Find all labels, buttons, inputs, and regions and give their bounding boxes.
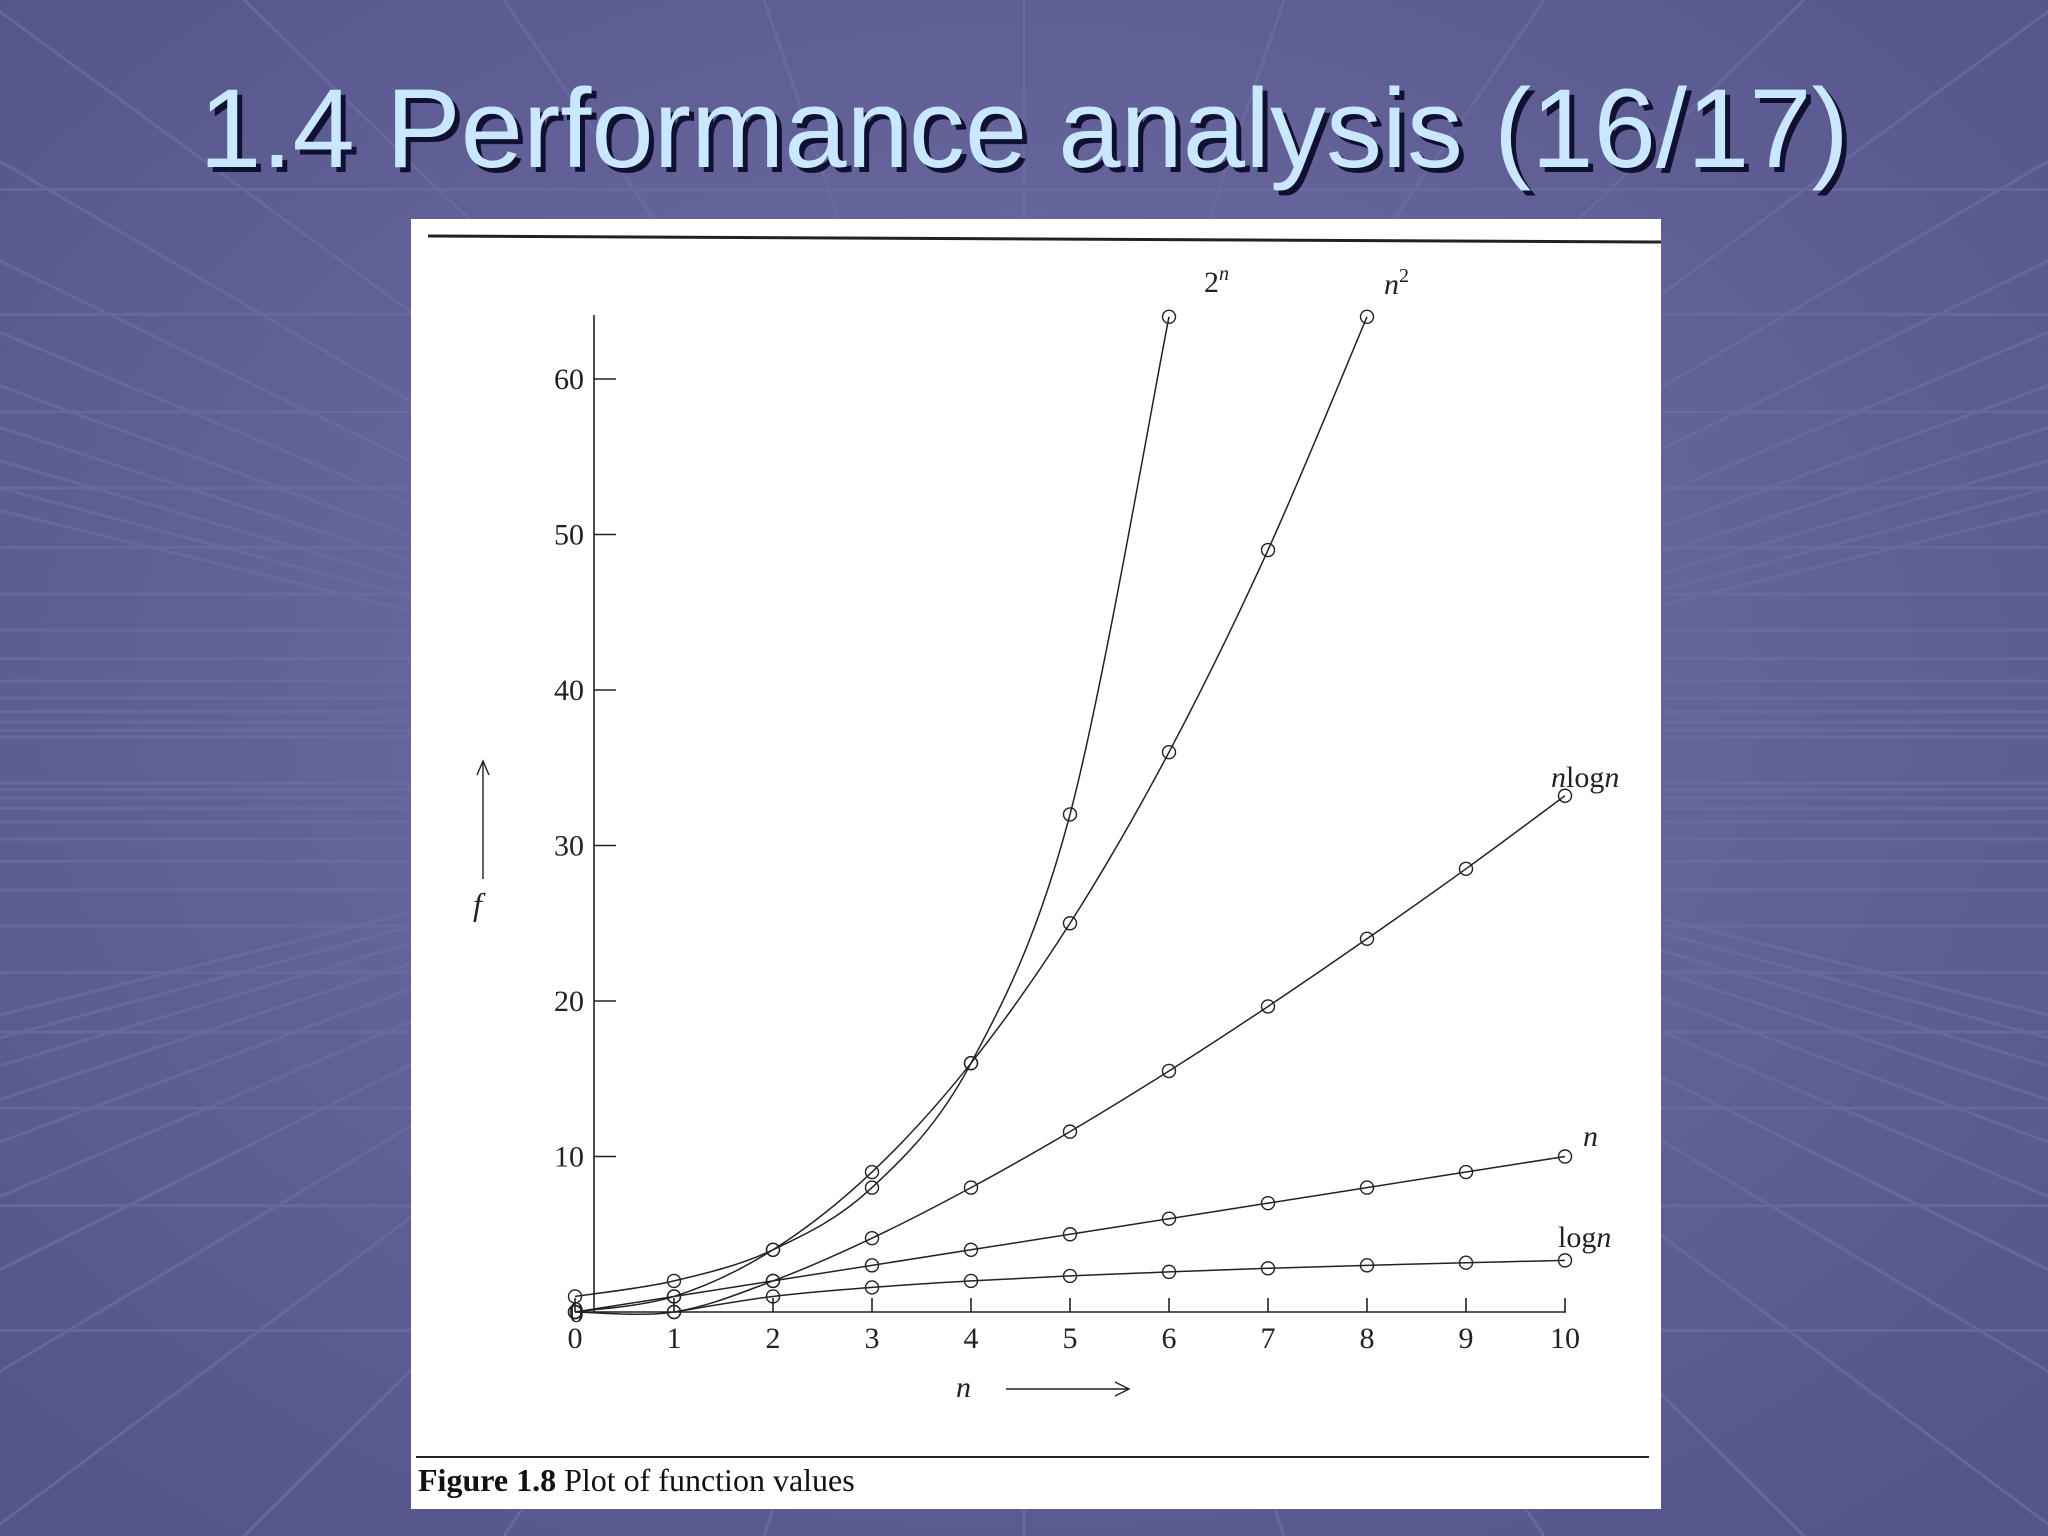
data-point-logn <box>765 1289 781 1304</box>
series-label-base: 2 <box>1204 266 1219 299</box>
caption-text: Plot of function values <box>564 1462 855 1498</box>
y-tick-label: 60 <box>554 363 584 396</box>
data-point-logn <box>864 1280 880 1295</box>
data-point-n-pow-2 <box>1260 542 1276 558</box>
data-point-n <box>1458 1164 1474 1180</box>
y-axis-label: f <box>473 886 486 922</box>
data-point-2-pow-n <box>567 1289 583 1304</box>
series-label-base: n <box>1583 1120 1598 1153</box>
data-point-n <box>1557 1149 1573 1164</box>
x-tick-label: 6 <box>1162 1322 1177 1355</box>
y-tick-label: 0 <box>569 1296 584 1329</box>
data-point-logn <box>1359 1258 1375 1273</box>
x-tick-label: 1 <box>667 1322 682 1355</box>
series-label-nlogn: nlogn <box>1551 761 1619 794</box>
x-tick-label: 9 <box>1459 1322 1474 1355</box>
data-point-2-pow-n <box>666 1273 682 1289</box>
data-point-n <box>765 1273 781 1289</box>
x-axis-arrowhead <box>1114 1381 1131 1397</box>
data-point-n-pow-2 <box>963 1056 979 1071</box>
data-point-logn <box>1260 1261 1276 1276</box>
figure-panel: 0 1 2 3 4 5 6 7 8 9 10 0 10 20 30 40 50 60 n f 2n n2 nlogn n log… <box>411 219 1661 1509</box>
series-label-part: n <box>1604 761 1619 794</box>
data-point-n-pow-2 <box>1161 745 1177 760</box>
x-tick-label: 10 <box>1550 1322 1580 1355</box>
series-layer <box>567 309 1573 1320</box>
x-tick-label: 2 <box>766 1322 781 1355</box>
slide-title: 1.4 Performance analysis (16/17) <box>199 66 1849 191</box>
data-point-n <box>1062 1227 1078 1242</box>
series-label-part: n <box>1596 1221 1611 1254</box>
x-tick-label: 5 <box>1063 1322 1078 1355</box>
data-point-n <box>1359 1180 1375 1195</box>
y-tick-label: 30 <box>554 830 584 863</box>
data-point-n <box>864 1258 880 1273</box>
series-label-sup: 2 <box>1399 265 1409 287</box>
figure-caption: Figure 1.8 Plot of function values <box>418 1462 855 1499</box>
data-point-2-pow-n <box>1062 807 1078 822</box>
series-label-base: n <box>1384 268 1399 301</box>
data-point-2-pow-n <box>864 1180 880 1195</box>
series-label-logn: logn <box>1558 1221 1611 1254</box>
series-label-n-pow-2: n2 <box>1384 265 1409 301</box>
data-point-nlogn <box>1458 861 1474 877</box>
figure-top-rule <box>427 234 1661 244</box>
data-point-logn <box>1557 1253 1573 1268</box>
data-point-n-pow-2 <box>1062 916 1078 931</box>
series-label-2-pow-n: 2n <box>1204 263 1229 299</box>
data-point-logn <box>666 1304 682 1320</box>
data-point-n-pow-2 <box>864 1164 880 1180</box>
data-point-n <box>1260 1195 1276 1211</box>
series-label-n: n <box>1583 1120 1598 1153</box>
data-point-nlogn <box>864 1230 880 1246</box>
data-point-nlogn <box>1557 788 1573 803</box>
y-tick-label: 50 <box>554 519 584 552</box>
series-label-part: log <box>1566 761 1604 794</box>
data-point-n <box>666 1289 682 1304</box>
series-line-n-pow-2 <box>574 316 1368 1313</box>
data-point-nlogn <box>963 1180 979 1195</box>
data-point-n-pow-2 <box>765 1242 781 1258</box>
data-point-nlogn <box>1161 1063 1177 1079</box>
series-line-nlogn <box>574 795 1566 1316</box>
x-tick-label: 3 <box>865 1322 880 1355</box>
x-tick-label: 4 <box>964 1322 979 1355</box>
chart-axes <box>476 315 1566 1397</box>
caption-label: Figure 1.8 <box>418 1462 557 1498</box>
data-point-2-pow-n <box>1161 309 1177 325</box>
data-point-nlogn <box>1260 999 1276 1014</box>
series-label-part: n <box>1551 761 1566 794</box>
data-point-logn <box>1062 1268 1078 1284</box>
y-tick-label: 40 <box>554 674 584 707</box>
data-point-logn <box>1458 1255 1474 1270</box>
data-point-n <box>1161 1211 1177 1226</box>
data-point-n <box>963 1242 979 1258</box>
y-tick-label: 10 <box>554 1141 584 1174</box>
x-axis-label: n <box>956 1371 971 1404</box>
data-point-logn <box>1161 1264 1177 1280</box>
series-label-part: log <box>1558 1221 1596 1254</box>
data-point-n <box>567 1304 583 1320</box>
data-point-nlogn <box>1062 1124 1078 1139</box>
series-line-n <box>574 1155 1566 1313</box>
series-label-sup: n <box>1219 263 1229 285</box>
x-tick-label: 0 <box>568 1322 583 1355</box>
x-tick-label: 8 <box>1360 1322 1375 1355</box>
series-line-logn <box>673 1259 1566 1313</box>
data-point-logn <box>963 1273 979 1289</box>
data-point-n-pow-2 <box>1359 309 1375 325</box>
data-point-nlogn <box>1359 931 1375 946</box>
series-line-2-pow-n <box>574 316 1170 1298</box>
y-tick-label: 20 <box>554 985 584 1018</box>
y-axis-arrowhead <box>476 759 490 776</box>
x-tick-label: 7 <box>1261 1322 1276 1355</box>
